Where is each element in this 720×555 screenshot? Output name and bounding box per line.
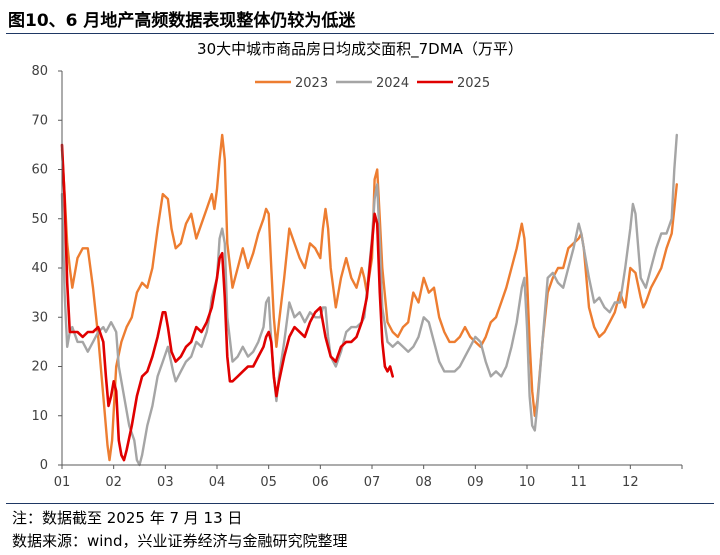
y-tick-label: 80: [31, 64, 48, 79]
y-tick-label: 0: [40, 458, 48, 473]
y-tick-label: 60: [31, 163, 48, 178]
series-line-2023: [60, 133, 678, 462]
legend-label-2025: 2025: [457, 76, 490, 91]
x-tick-label: 07: [364, 475, 381, 490]
bottom-rule: [6, 503, 714, 504]
series-line-2024: [60, 133, 678, 467]
y-tick-label: 20: [31, 360, 48, 375]
x-tick-label: 03: [157, 475, 174, 490]
x-tick-label: 05: [260, 475, 277, 490]
x-tick-label: 09: [467, 475, 484, 490]
x-tick-label: 10: [519, 475, 536, 490]
series-line-2025: [60, 143, 395, 462]
axes: 0 10 20 30 40 50 60 70 80 01 02 03 04 05 06 07 08 09 10 11 1…: [31, 64, 683, 490]
line-chart: 2023 2024 2025 0 10 20 30 40 50 60 70 80 01 02 03 04 05…: [31, 64, 683, 490]
top-rule: [6, 33, 714, 34]
y-tick-label: 70: [31, 113, 48, 128]
x-tick-label: 08: [415, 475, 432, 490]
legend-label-2023: 2023: [295, 76, 328, 91]
y-tick-label: 30: [31, 310, 48, 325]
chart-title: 30大中城市商品房日均成交面积_7DMA（万平）: [197, 40, 523, 58]
legend: 2023 2024 2025: [255, 76, 490, 91]
x-tick-label: 12: [622, 475, 639, 490]
x-tick-label: 04: [209, 475, 226, 490]
x-tick-label: 06: [312, 475, 329, 490]
figure-title: 图10、6 月地产高频数据表现整体仍较为低迷: [8, 11, 356, 31]
y-tick-label: 50: [31, 212, 48, 227]
legend-label-2024: 2024: [376, 76, 409, 91]
x-tick-label: 02: [105, 475, 122, 490]
y-tick-label: 40: [31, 261, 48, 276]
data-source: 数据来源：wind，兴业证券经济与金融研究院整理: [12, 532, 348, 550]
x-tick-label: 11: [570, 475, 587, 490]
series-group: [60, 133, 678, 467]
data-note: 注：数据截至 2025 年 7 月 13 日: [12, 509, 243, 527]
x-tick-label: 01: [54, 475, 71, 490]
y-tick-label: 10: [31, 409, 48, 424]
